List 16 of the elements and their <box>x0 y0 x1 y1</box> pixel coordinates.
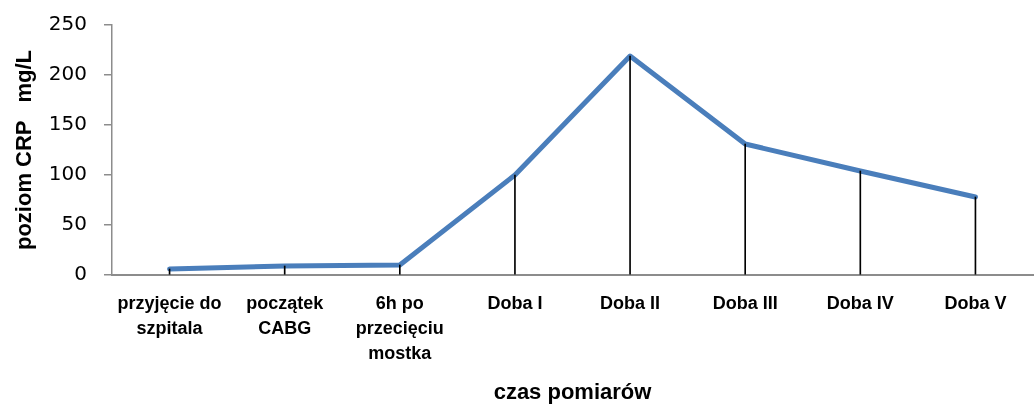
y-tick-label: 150 <box>48 111 87 136</box>
x-tick-label: Doba IV <box>826 292 894 313</box>
x-tick-label: 6h po przecięciu mostka <box>355 292 444 363</box>
x-tick-label: początek CABG <box>246 292 325 338</box>
x-tick-label: Doba III <box>712 292 778 313</box>
y-tick-label: 0 <box>74 261 87 286</box>
y-tick-label: 50 <box>61 211 87 236</box>
y-tick-label: 200 <box>48 61 87 86</box>
x-axis-title: czas pomiarów <box>493 378 653 404</box>
x-tick-label: Doba V <box>944 292 1007 313</box>
x-tick-label: Doba I <box>487 292 543 313</box>
y-tick-label: 250 <box>48 11 87 36</box>
y-axis-title: poziom CRP mg/L <box>11 49 37 251</box>
x-tick-label: Doba II <box>600 292 661 313</box>
y-tick-label: 100 <box>48 161 87 186</box>
x-tick-label: przyjęcie do szpitala <box>117 292 222 338</box>
